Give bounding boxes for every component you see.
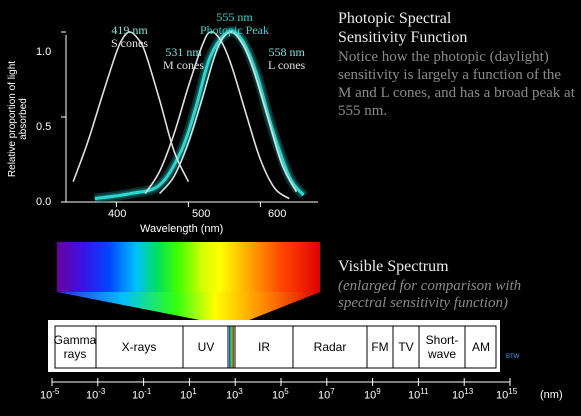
visible-spectrum-note: (enlarged for comparison with spectral s… (338, 278, 522, 311)
tick-1e9: 109 (364, 387, 381, 402)
tick-1e-3: 10-3 (86, 387, 106, 402)
visible-spectrum-title: Visible Spectrum (338, 258, 449, 275)
page-title: Photopic Spectral Sensitivity Function (338, 10, 468, 46)
l-cones-name: L cones (268, 58, 306, 72)
band-shortwave: Short-wave (420, 326, 464, 368)
band-gamma-rays: Gamma rays (54, 326, 96, 368)
band-fm: FM (368, 326, 392, 368)
description-note: Notice how the photopic (daylight) sensi… (338, 49, 575, 119)
s-cones-peak: 419 nm (111, 23, 148, 37)
band-radar: Radar (294, 326, 366, 368)
band-am: AM (466, 326, 496, 368)
photopic-peak: 555 nm (216, 10, 253, 24)
x-tick-400: 400 (108, 208, 127, 220)
tick-1e1: 101 (180, 387, 197, 402)
photopic-label: 555 nm Photopic Peak (200, 11, 269, 37)
tick-1e-1: 10-1 (132, 387, 152, 402)
x-tick-600: 600 (268, 208, 287, 220)
l-cones-peak: 558 nm (268, 45, 305, 59)
s-cones-label: 419 nm S cones (111, 24, 148, 50)
m-cones-peak: 531 nm (165, 45, 202, 59)
s-cones-name: S cones (111, 36, 148, 50)
s-cones-curve (72, 31, 190, 182)
band-tv: TV (394, 326, 418, 368)
y-tick-1: 1.0 (36, 46, 52, 58)
band-visible (229, 326, 234, 368)
band-ir: IR (236, 326, 292, 368)
tick-1e15: 1015 (496, 387, 518, 402)
l-cones-curve (158, 31, 298, 195)
tick-1e5: 105 (272, 387, 289, 402)
y-tick-05: 0.5 (36, 121, 52, 133)
spectral-sensitivity-chart (61, 26, 318, 207)
credit-mark: BTW (506, 354, 520, 360)
band-uv: UV (185, 326, 227, 368)
tick-1e13: 1013 (452, 387, 474, 402)
visible-spectrum-bar (57, 242, 320, 292)
y-tick-0: 0.0 (36, 196, 52, 208)
tick-1e7: 107 (318, 387, 335, 402)
tick-1e11: 1011 (408, 387, 429, 402)
m-cones-label: 531 nm M cones (163, 46, 204, 72)
photopic-curve (94, 29, 305, 201)
photopic-name: Photopic Peak (200, 23, 269, 37)
tick-1e-5: 10-5 (40, 387, 60, 402)
l-cones-label: 558 nm L cones (268, 46, 305, 72)
band-x-rays: X-rays (97, 326, 181, 368)
tick-1e3: 103 (226, 387, 243, 402)
m-cones-curve (144, 31, 290, 200)
axis-unit: (nm) (540, 389, 563, 401)
x-axis-label: Wavelength (nm) (140, 223, 224, 235)
m-cones-name: M cones (163, 58, 204, 72)
x-tick-500: 500 (192, 208, 211, 220)
